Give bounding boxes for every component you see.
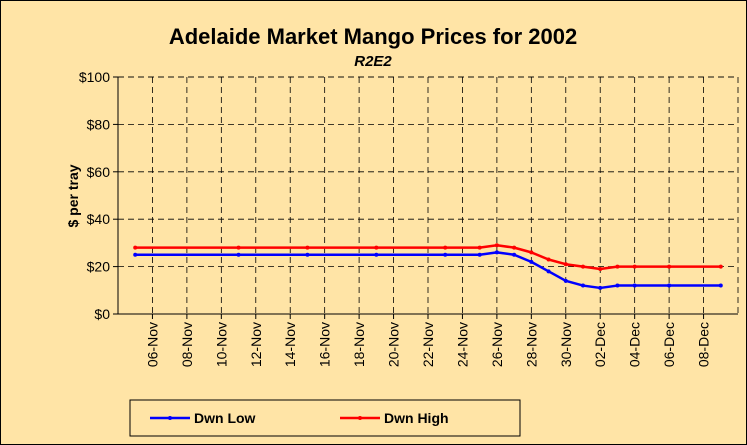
data-point	[581, 264, 585, 269]
legend-label: Dwn High	[384, 410, 449, 426]
x-tick-label: 06-Nov	[144, 322, 160, 367]
chart-subtitle: R2E2	[354, 53, 392, 70]
data-point	[374, 245, 379, 250]
data-point	[546, 269, 551, 274]
legend	[129, 399, 521, 437]
y-tick-label: $0	[94, 306, 110, 322]
y-axis-label: $ per tray	[65, 164, 81, 227]
x-tick-label: 08-Dec	[696, 322, 712, 367]
x-tick-label: 22-Nov	[420, 322, 436, 367]
data-point	[133, 245, 138, 250]
data-point	[598, 266, 603, 271]
data-point	[133, 252, 138, 257]
y-tick-label: $60	[87, 164, 111, 180]
x-tick-label: 26-Nov	[489, 322, 505, 367]
y-tick-label: $20	[87, 259, 111, 275]
x-tick-label: 30-Nov	[558, 322, 574, 367]
y-tick-label: $40	[87, 211, 111, 227]
data-point	[443, 245, 448, 250]
data-point	[305, 245, 310, 250]
data-point	[718, 283, 723, 288]
x-tick-label: 16-Nov	[317, 322, 333, 367]
y-tick-label: $100	[79, 69, 110, 85]
data-point	[615, 264, 620, 269]
x-tick-label: 24-Nov	[454, 322, 470, 367]
data-point	[563, 262, 568, 267]
legend-marker	[358, 416, 362, 420]
data-point	[236, 245, 241, 250]
x-tick-label: 08-Nov	[179, 322, 195, 367]
data-point	[477, 252, 482, 257]
data-point	[546, 257, 551, 262]
data-point	[236, 252, 241, 257]
data-point	[443, 252, 448, 257]
x-tick-label: 14-Nov	[282, 322, 298, 367]
data-point	[477, 245, 482, 250]
data-point	[305, 252, 310, 257]
x-tick-label: 12-Nov	[248, 322, 264, 367]
x-tick-label: 02-Dec	[592, 322, 608, 367]
x-tick-label: 18-Nov	[351, 322, 367, 367]
data-point	[494, 243, 499, 248]
data-point	[512, 245, 517, 250]
x-tick-label: 06-Dec	[661, 322, 677, 367]
data-point	[667, 283, 672, 288]
data-point	[598, 285, 603, 290]
data-point	[563, 278, 568, 283]
data-point	[512, 252, 517, 257]
x-tick-label: 20-Nov	[386, 322, 402, 367]
data-point	[529, 259, 534, 264]
data-point	[494, 250, 499, 255]
data-point	[581, 283, 585, 288]
data-point	[718, 264, 723, 269]
plot-area	[118, 77, 738, 314]
x-tick-label: 28-Nov	[523, 322, 539, 367]
data-point	[529, 250, 534, 255]
x-tick-label: 10-Nov	[213, 322, 229, 367]
legend-marker	[168, 416, 172, 420]
data-point	[632, 283, 637, 288]
y-tick-label: $80	[87, 116, 111, 132]
x-tick-label: 04-Dec	[627, 322, 643, 367]
data-point	[632, 264, 637, 269]
data-point	[374, 252, 379, 257]
chart-title: Adelaide Market Mango Prices for 2002	[169, 24, 577, 49]
data-point	[667, 264, 672, 269]
legend-label: Dwn Low	[194, 410, 256, 426]
data-point	[615, 283, 620, 288]
